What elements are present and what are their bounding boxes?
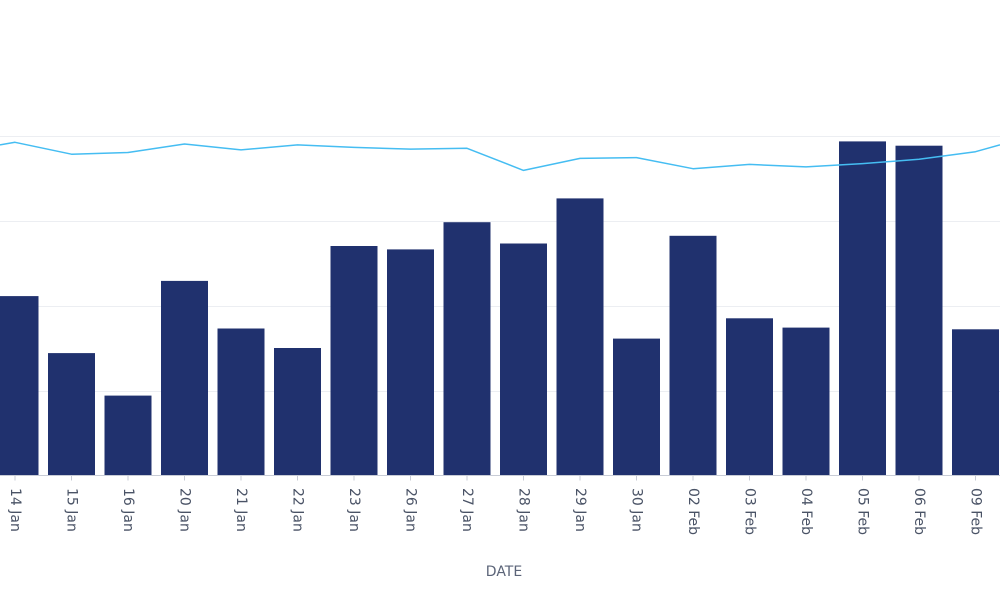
bar-series: [0, 141, 999, 475]
x-tick-label: 30 Jan: [629, 488, 645, 532]
bar-02-feb: [670, 236, 717, 476]
bar-20-jan: [161, 281, 208, 476]
bar-28-jan: [500, 244, 547, 476]
x-tick-label: 14 Jan: [7, 488, 23, 532]
x-tick-label: 03 Feb: [742, 488, 758, 535]
x-tick-label: 27 Jan: [459, 488, 475, 532]
x-tick-label: 16 Jan: [120, 488, 136, 532]
x-axis-ticks: 14 Jan 15 Jan 16 Jan 20 Jan 21 Jan 22 Jan 23 J…: [7, 476, 984, 536]
x-tick-label: 04 Feb: [798, 488, 814, 535]
bar-30-jan: [613, 339, 660, 476]
x-tick-label: 05 Feb: [855, 488, 871, 535]
x-tick-label: 26 Jan: [403, 488, 419, 532]
bar-04-feb: [783, 328, 830, 476]
bar-23-jan: [331, 246, 378, 476]
bar-06-feb: [896, 146, 943, 476]
bar-27-jan: [444, 222, 491, 475]
bar-26-jan: [387, 249, 434, 475]
bar-09-feb: [952, 329, 999, 475]
x-tick-label: 15 Jan: [64, 488, 80, 532]
x-tick-label: 28 Jan: [516, 488, 532, 532]
x-axis-title: DATE: [486, 564, 522, 580]
bar-22-jan: [274, 348, 321, 476]
bar-16-jan: [105, 396, 152, 476]
bar-21-jan: [218, 329, 265, 476]
x-tick-label: 23 Jan: [346, 488, 362, 532]
bar-15-jan: [48, 353, 95, 475]
x-tick-label: 29 Jan: [572, 488, 588, 532]
x-tick-label: 20 Jan: [177, 488, 193, 532]
bar-05-feb: [839, 141, 886, 475]
x-tick-label: 06 Feb: [911, 488, 927, 535]
bar-14-jan: [0, 296, 39, 475]
x-tick-label: 22 Jan: [290, 488, 306, 532]
bar-03-feb: [726, 318, 773, 475]
bar-29-jan: [557, 198, 604, 475]
x-tick-label: 21 Jan: [233, 488, 249, 532]
x-tick-label: 09 Feb: [968, 488, 984, 535]
x-tick-label: 02 Feb: [685, 488, 701, 535]
